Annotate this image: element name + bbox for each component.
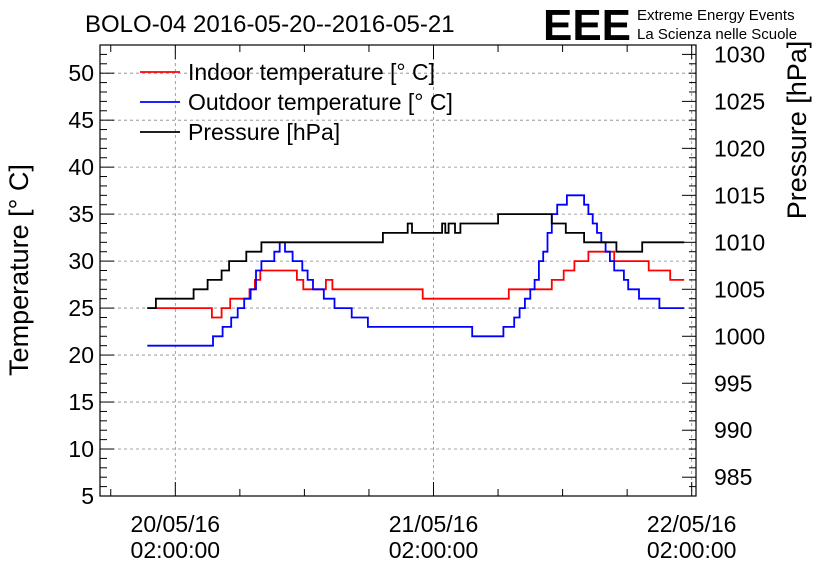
y-tick-label: 30: [68, 248, 94, 274]
y2-tick-label: 995: [714, 370, 752, 396]
x-tick-date: 22/05/16: [647, 511, 737, 537]
chart-title: BOLO-04 2016-05-20--2016-05-21: [85, 11, 455, 38]
legend-label-0: Indoor temperature [° C]: [188, 59, 435, 85]
series-line-1: [147, 194, 685, 347]
legend: Indoor temperature [° C] Outdoor temperat…: [140, 59, 453, 145]
eee-logo: EEE: [543, 1, 631, 50]
brand-line-2: La Scienza nelle Scuole: [637, 26, 797, 43]
y2-tick-label: 1010: [714, 229, 765, 255]
y2-tick-label: 1025: [714, 88, 765, 114]
y2-tick-label: 990: [714, 417, 752, 443]
x-tick-time: 02:00:00: [131, 537, 221, 563]
y-tick-label: 15: [68, 389, 94, 415]
x-tick-time: 02:00:00: [647, 537, 737, 563]
x-tick-date: 20/05/16: [131, 511, 221, 537]
y-axis-label: Temperature [° C]: [4, 164, 34, 376]
axis-ticks: [100, 44, 696, 497]
brand-line-1: Extreme Energy Events: [637, 7, 795, 24]
series-layer: [147, 194, 685, 347]
y-tick-label: 40: [68, 154, 94, 180]
y2-tick-label: 985: [714, 464, 752, 490]
y2-tick-label: 1005: [714, 276, 765, 302]
legend-label-1: Outdoor temperature [° C]: [188, 89, 453, 115]
y2-tick-label: 1000: [714, 323, 765, 349]
series-line-2: [147, 213, 685, 309]
legend-label-2: Pressure [hPa]: [188, 119, 340, 145]
x-tick-date: 21/05/16: [389, 511, 479, 537]
y2-tick-label: 1020: [714, 135, 765, 161]
y-tick-label: 35: [68, 201, 94, 227]
y-tick-label: 45: [68, 107, 94, 133]
tick-labels: 5101520253035404550985990995100010051010…: [68, 41, 765, 563]
x-tick-time: 02:00:00: [389, 537, 479, 563]
y-tick-label: 50: [68, 60, 94, 86]
y-tick-label: 10: [68, 436, 94, 462]
y2-axis-label: Pressure [hPa]: [782, 41, 812, 220]
y-tick-label: 5: [81, 483, 94, 509]
y-tick-label: 25: [68, 295, 94, 321]
series-line-0: [147, 250, 685, 319]
y-tick-label: 20: [68, 342, 94, 368]
y2-tick-label: 1015: [714, 182, 765, 208]
y2-tick-label: 1030: [714, 41, 765, 67]
